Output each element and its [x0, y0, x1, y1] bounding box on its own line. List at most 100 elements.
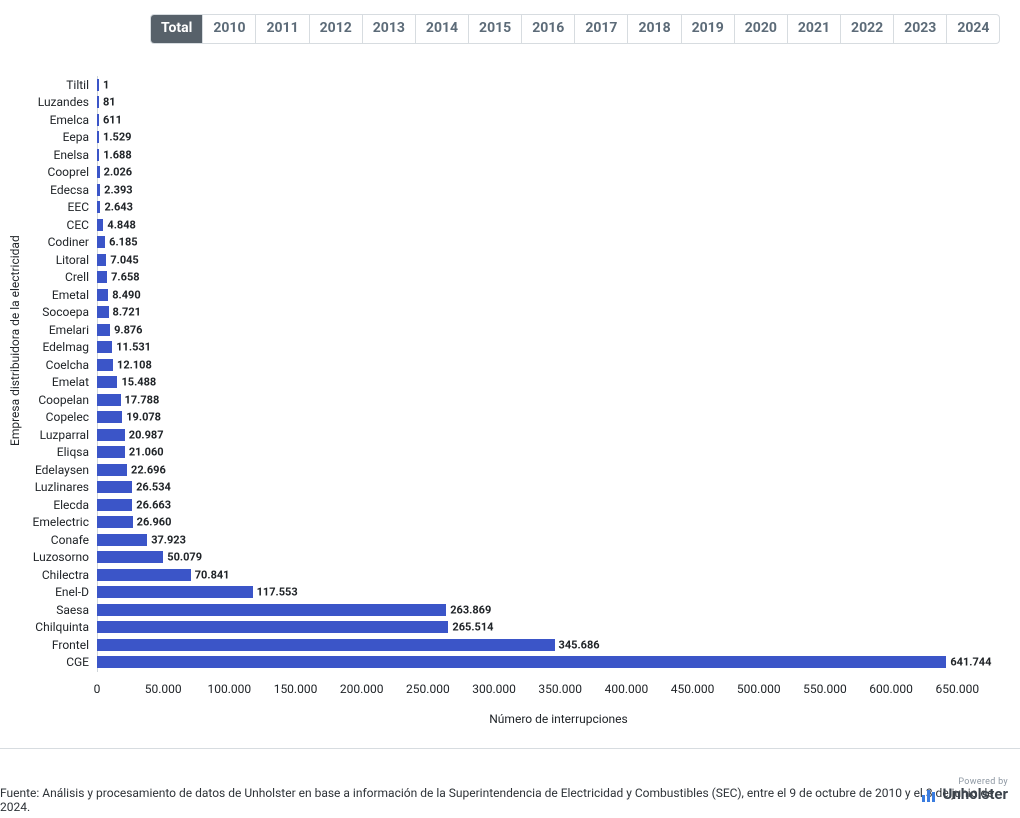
source-text: Fuente: Análisis y procesamiento de dato… — [0, 786, 1020, 814]
bar — [97, 446, 125, 458]
tab-2017[interactable]: 2017 — [575, 15, 628, 43]
bar — [97, 341, 112, 353]
value-label: 15.488 — [121, 377, 156, 388]
value-label: 37.923 — [151, 534, 186, 545]
bar — [97, 394, 121, 406]
tab-2019[interactable]: 2019 — [682, 15, 735, 43]
category-label: CEC — [0, 219, 89, 231]
bar-row: Codiner6.185 — [0, 234, 1020, 252]
category-label: Chilquinta — [0, 621, 89, 633]
category-label: Luzandes — [0, 96, 89, 108]
category-label: Luzlinares — [0, 481, 89, 493]
bar — [97, 429, 125, 441]
bar — [97, 306, 109, 318]
bar — [97, 254, 106, 266]
bar — [97, 586, 253, 598]
tab-2021[interactable]: 2021 — [788, 15, 841, 43]
bar-row: Tiltil1 — [0, 76, 1020, 94]
bar — [97, 236, 105, 248]
tab-2024[interactable]: 2024 — [947, 15, 999, 43]
value-label: 9.876 — [114, 324, 142, 335]
bar — [97, 131, 99, 143]
bar-row: Luzandes81 — [0, 94, 1020, 112]
value-label: 26.960 — [137, 517, 172, 528]
bar — [97, 656, 946, 668]
tab-2012[interactable]: 2012 — [310, 15, 363, 43]
value-label: 1 — [103, 79, 109, 90]
category-label: EEC — [0, 201, 89, 213]
category-label: Conafe — [0, 534, 89, 546]
chart-area: Empresa distribuidora de la electricidad… — [0, 76, 1020, 736]
tab-total[interactable]: Total — [151, 15, 203, 43]
bar-row: Elecda26.663 — [0, 496, 1020, 514]
value-label: 50.079 — [167, 552, 202, 563]
category-label: Emetal — [0, 289, 89, 301]
tab-2023[interactable]: 2023 — [894, 15, 947, 43]
x-tick-label: 400.000 — [605, 682, 649, 696]
value-label: 17.788 — [125, 394, 160, 405]
bar-row: Chilquinta 265.514 — [0, 619, 1020, 637]
bar — [97, 271, 107, 283]
value-label: 2.026 — [104, 167, 132, 178]
value-label: 12.108 — [117, 359, 152, 370]
bar-row: Edelaysen22.696 — [0, 461, 1020, 479]
bar — [97, 359, 113, 371]
tab-2010[interactable]: 2010 — [203, 15, 256, 43]
category-label: Emelat — [0, 376, 89, 388]
bar-row: CGE 641.744 — [0, 654, 1020, 672]
bar — [97, 184, 100, 196]
x-tick-label: 300.000 — [472, 682, 516, 696]
value-label: 20.987 — [129, 429, 164, 440]
bar — [97, 534, 147, 546]
year-tabs: Total20102011201220132014201520162017201… — [150, 14, 1000, 44]
value-label: 117.553 — [257, 587, 298, 598]
x-tick-label: 200.000 — [340, 682, 384, 696]
category-label: Emelari — [0, 324, 89, 336]
value-label: 26.534 — [136, 482, 171, 493]
x-tick-label: 150.000 — [274, 682, 318, 696]
bar-row: Cooprel 2.026 — [0, 164, 1020, 182]
value-label: 641.744 — [950, 657, 991, 668]
tab-2014[interactable]: 2014 — [416, 15, 469, 43]
x-axis-title: Número de interrupciones — [489, 712, 628, 726]
category-label: Crell — [0, 271, 89, 283]
value-label: 8.721 — [113, 307, 141, 318]
category-label: Cooprel — [0, 166, 89, 178]
bar — [97, 289, 108, 301]
value-label: 70.841 — [195, 569, 230, 580]
bar-row: Conafe 37.923 — [0, 531, 1020, 549]
tab-2011[interactable]: 2011 — [256, 15, 309, 43]
value-label: 1.688 — [103, 149, 131, 160]
x-tick-label: 450.000 — [671, 682, 715, 696]
tab-2016[interactable]: 2016 — [522, 15, 575, 43]
value-label: 19.078 — [126, 412, 161, 423]
bar — [97, 481, 132, 493]
category-label: Enel-D — [0, 586, 89, 598]
tab-2015[interactable]: 2015 — [469, 15, 522, 43]
bar — [97, 516, 133, 528]
value-label: 6.185 — [109, 237, 137, 248]
category-label: Saesa — [0, 604, 89, 616]
x-tick-label: 500.000 — [737, 682, 781, 696]
category-label: Socoepa — [0, 306, 89, 318]
bar-row: Chilectra70.841 — [0, 566, 1020, 584]
bar — [97, 639, 555, 651]
footer-divider — [0, 748, 1020, 749]
bar-row: Emetal8.490 — [0, 286, 1020, 304]
tab-2020[interactable]: 2020 — [735, 15, 788, 43]
bar-row: CEC4.848 — [0, 216, 1020, 234]
bar-row: Emelat 15.488 — [0, 374, 1020, 392]
bar-row: Enel-D 117.553 — [0, 584, 1020, 602]
bar-row: Frontel345.686 — [0, 636, 1020, 654]
x-tick-label: 50.000 — [145, 682, 182, 696]
tab-2018[interactable]: 2018 — [628, 15, 681, 43]
value-label: 1.529 — [103, 132, 131, 143]
tab-2022[interactable]: 2022 — [841, 15, 894, 43]
value-label: 611 — [103, 114, 122, 125]
bar — [97, 604, 446, 616]
category-label: CGE — [0, 656, 89, 668]
bar — [97, 96, 99, 108]
value-label: 265.514 — [452, 622, 493, 633]
tab-2013[interactable]: 2013 — [363, 15, 416, 43]
category-label: Eepa — [0, 131, 89, 143]
